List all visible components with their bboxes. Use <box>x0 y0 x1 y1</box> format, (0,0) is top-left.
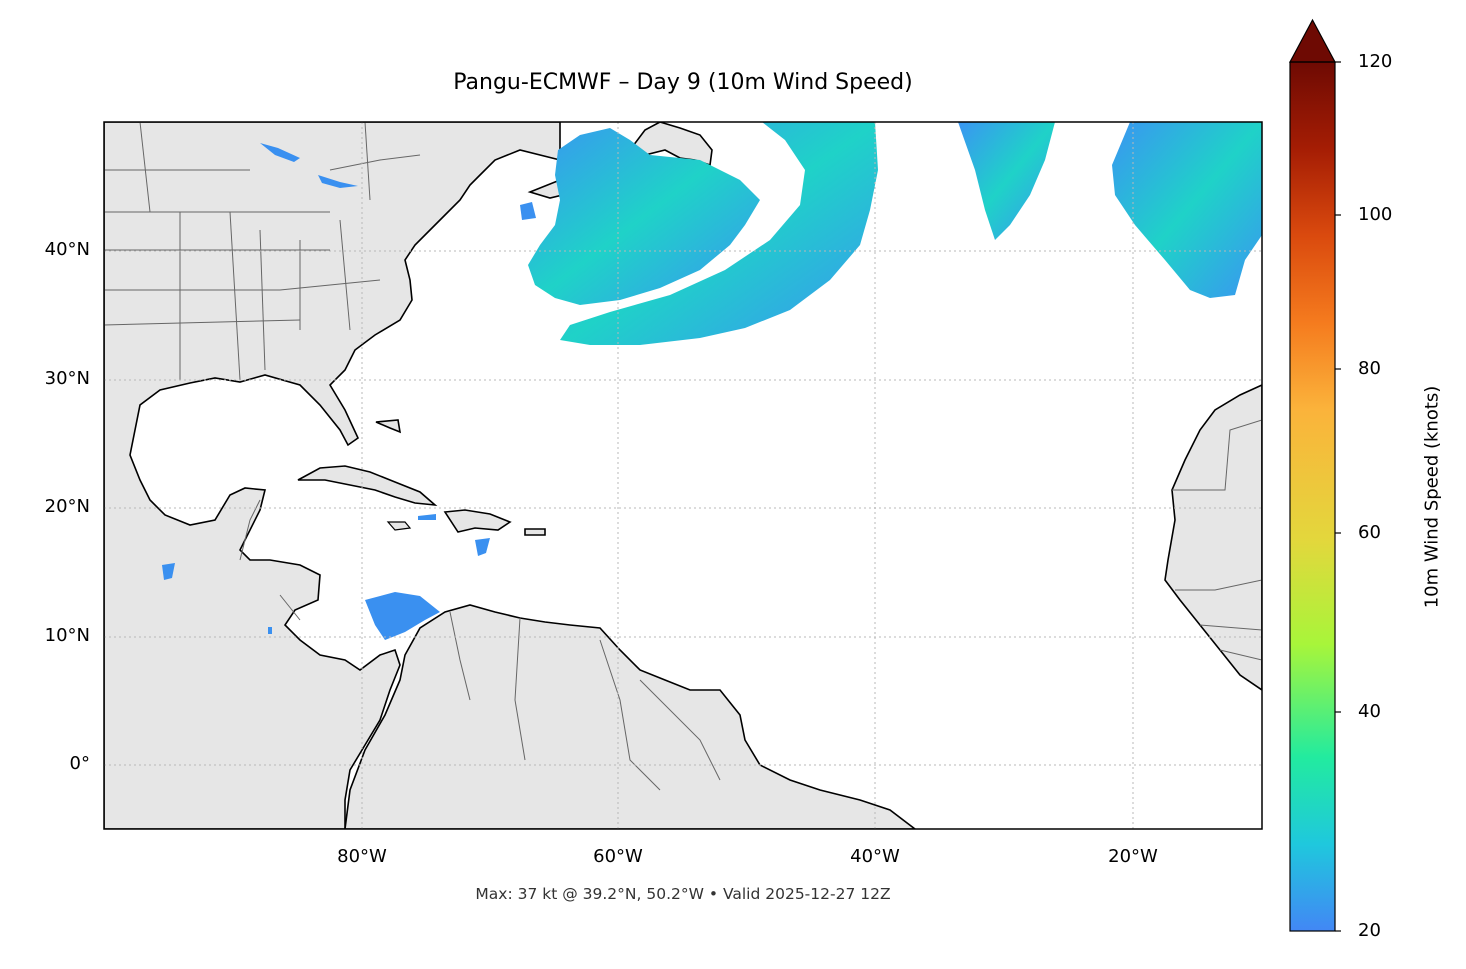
lon-tick-label: 40°W <box>850 846 900 867</box>
state-borders <box>104 122 1262 791</box>
map-frame <box>103 121 1263 830</box>
newfoundland-land <box>628 122 713 167</box>
bahamas-land <box>375 419 402 434</box>
map-title: Pangu-ECMWF – Day 9 (10m Wind Speed) <box>453 70 913 95</box>
colorbar-tick-label: 100 <box>1358 204 1393 225</box>
south-america-land <box>344 604 917 829</box>
africa-land <box>1164 384 1262 691</box>
north-america-land <box>104 122 561 829</box>
colorbar-tick-label: 120 <box>1358 51 1393 72</box>
wind-swath <box>162 122 1262 640</box>
cuba-land <box>297 465 438 507</box>
colorbar <box>1288 18 1341 932</box>
colorbar-tick-label: 80 <box>1358 358 1381 379</box>
lon-tick-label: 20°W <box>1108 846 1158 867</box>
max-wind-caption: Max: 37 kt @ 39.2°N, 50.2°W • Valid 2025… <box>475 885 891 903</box>
hispaniola-land <box>443 509 512 533</box>
gridlines <box>104 122 1262 829</box>
lon-tick-label: 80°W <box>337 846 387 867</box>
lat-tick-label: 40°N <box>44 239 90 260</box>
colorbar-tick-label: 40 <box>1358 701 1381 722</box>
colorbar-tick-label: 20 <box>1358 920 1381 941</box>
puerto-rico-land <box>524 528 546 536</box>
colorbar-gradient <box>1290 62 1335 931</box>
colorbar-frame <box>1289 61 1336 932</box>
lat-tick-label: 20°N <box>44 496 90 517</box>
jamaica-land <box>386 521 412 531</box>
lat-tick-label: 10°N <box>44 625 90 646</box>
lat-tick-label: 30°N <box>44 368 90 389</box>
colorbar-title: 10m Wind Speed (knots) <box>1421 385 1443 609</box>
lon-tick-label: 60°W <box>593 846 643 867</box>
lat-tick-label: 0° <box>69 753 90 774</box>
colorbar-extend-arrow <box>1288 18 1337 63</box>
colorbar-tick-label: 60 <box>1358 522 1381 543</box>
colorbar-ticks <box>1335 61 1341 932</box>
